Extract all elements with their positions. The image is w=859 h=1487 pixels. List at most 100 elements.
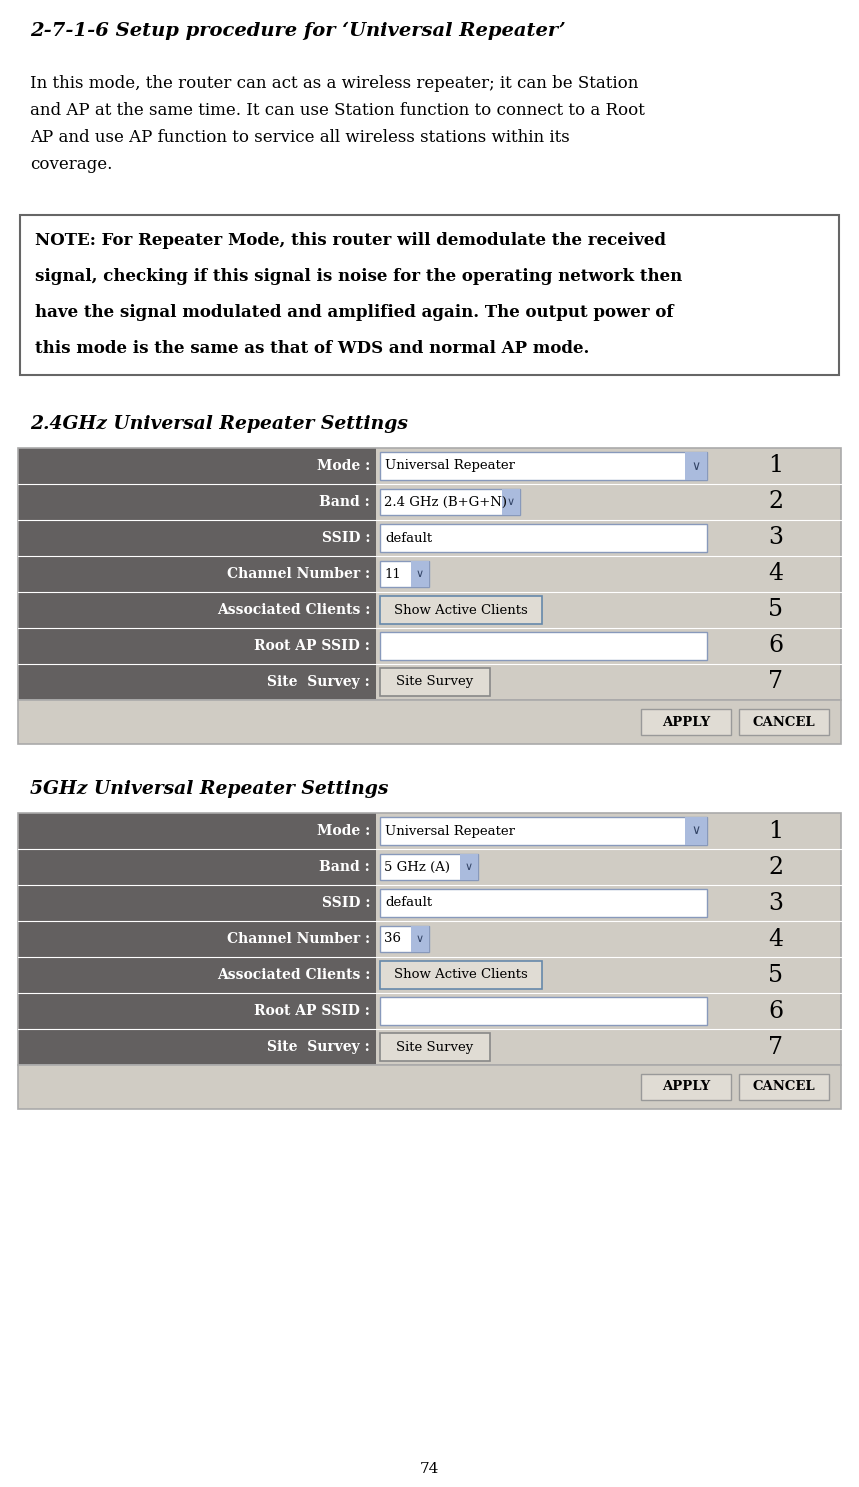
Text: Site Survey: Site Survey [396,675,473,688]
Bar [18,700,841,744]
Bar [380,961,542,989]
Bar [376,628,841,665]
Bar [18,958,376,993]
Bar [380,1033,490,1062]
Bar [18,448,841,700]
Bar [411,561,429,587]
Bar [380,668,490,696]
Bar [685,452,707,480]
Text: 5: 5 [769,964,783,986]
Text: 1: 1 [769,819,783,843]
Text: 2.4 GHz (B+G+N): 2.4 GHz (B+G+N) [384,495,507,509]
Bar [18,920,376,958]
Text: 74: 74 [420,1462,439,1477]
Bar [376,483,841,520]
Text: 4: 4 [769,928,783,950]
Bar [739,1074,829,1100]
Text: Band :: Band : [320,495,370,509]
Bar [380,816,707,845]
Bar [380,926,429,952]
Text: 2: 2 [769,491,783,513]
Bar [380,452,707,480]
Text: 7: 7 [769,1035,783,1059]
Bar [18,592,376,628]
Text: have the signal modulated and amplified again. The output power of: have the signal modulated and amplified … [35,303,673,321]
Bar [376,1029,841,1065]
Bar [18,1065,841,1109]
Bar [376,520,841,556]
Text: AP and use AP function to service all wireless stations within its: AP and use AP function to service all wi… [30,129,570,146]
Bar [376,556,841,592]
Text: In this mode, the router can act as a wireless repeater; it can be Station: In this mode, the router can act as a wi… [30,74,638,92]
Text: Site  Survey :: Site Survey : [267,675,370,688]
Bar [685,816,707,845]
Text: Mode :: Mode : [317,824,370,839]
Text: 6: 6 [769,635,783,657]
Text: and AP at the same time. It can use Station function to connect to a Root: and AP at the same time. It can use Stat… [30,103,645,119]
Text: Root AP SSID :: Root AP SSID : [254,639,370,653]
Text: 11: 11 [384,568,401,580]
Bar [376,665,841,700]
Bar [20,216,839,375]
Bar [376,448,841,483]
Text: 6: 6 [769,999,783,1023]
Text: coverage.: coverage. [30,156,113,172]
Text: CANCEL: CANCEL [752,1081,815,1093]
Text: ∨: ∨ [691,824,701,837]
Bar [376,920,841,958]
Bar [376,592,841,628]
Bar [502,489,520,515]
Bar [376,813,841,849]
Text: default: default [385,897,432,910]
Bar [376,958,841,993]
Bar [380,596,542,625]
Text: default: default [385,531,432,544]
Bar [18,993,376,1029]
Text: ∨: ∨ [465,862,473,871]
Bar [380,996,707,1025]
Bar [380,632,707,660]
Text: ∨: ∨ [691,459,701,473]
Bar [18,628,376,665]
Bar [380,889,707,917]
Text: Channel Number :: Channel Number : [227,567,370,581]
Bar [380,523,707,552]
Text: Show Active Clients: Show Active Clients [394,968,528,981]
Text: Universal Repeater: Universal Repeater [385,824,515,837]
Text: 7: 7 [769,671,783,693]
Text: 3: 3 [769,526,783,550]
Text: Site Survey: Site Survey [396,1041,473,1053]
Bar [18,556,376,592]
Text: Band :: Band : [320,859,370,874]
Bar [18,885,376,920]
Text: 5: 5 [769,598,783,622]
Text: 2: 2 [769,855,783,879]
Text: NOTE: For Repeater Mode, this router will demodulate the received: NOTE: For Repeater Mode, this router wil… [35,232,666,248]
Text: CANCEL: CANCEL [752,715,815,729]
Bar [18,520,376,556]
Bar [18,1029,376,1065]
Text: Show Active Clients: Show Active Clients [394,604,528,617]
Text: Universal Repeater: Universal Repeater [385,459,515,473]
Bar [376,849,841,885]
Bar [18,849,376,885]
Text: Root AP SSID :: Root AP SSID : [254,1004,370,1019]
Text: APPLY: APPLY [662,1081,710,1093]
Bar [380,854,478,880]
Text: 5GHz Universal Repeater Settings: 5GHz Universal Repeater Settings [30,781,388,799]
Bar [641,709,731,735]
Text: Site  Survey :: Site Survey : [267,1039,370,1054]
Bar [18,448,376,483]
Text: Associated Clients :: Associated Clients : [216,968,370,981]
Text: 36: 36 [384,932,401,946]
Text: Channel Number :: Channel Number : [227,932,370,946]
Text: 4: 4 [769,562,783,586]
Bar [376,885,841,920]
Text: signal, checking if this signal is noise for the operating network then: signal, checking if this signal is noise… [35,268,682,286]
Text: 2.4GHz Universal Repeater Settings: 2.4GHz Universal Repeater Settings [30,415,408,433]
Text: SSID :: SSID : [321,897,370,910]
Text: 3: 3 [769,892,783,915]
Text: Associated Clients :: Associated Clients : [216,604,370,617]
Text: ∨: ∨ [416,570,424,578]
Text: APPLY: APPLY [662,715,710,729]
